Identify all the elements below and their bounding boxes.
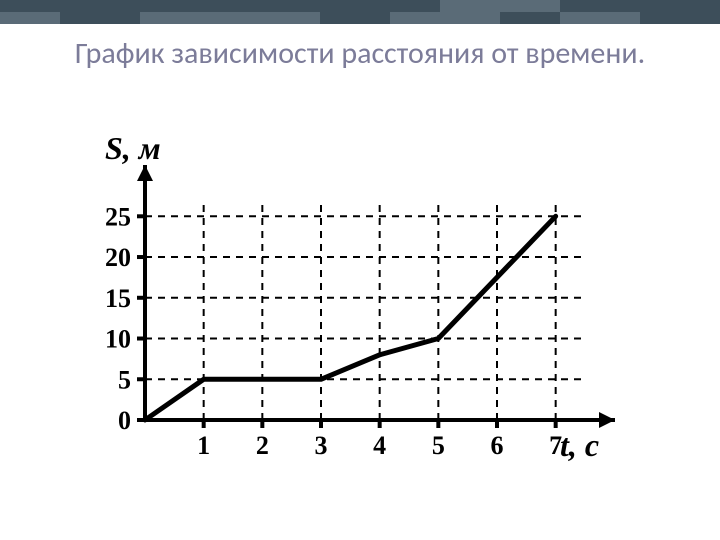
x-tick-label: 6	[491, 431, 504, 460]
slide: График зависимости расстояния от времени…	[0, 0, 720, 540]
y-tick-label: 5	[118, 365, 131, 394]
x-axis-arrow	[599, 412, 615, 428]
x-axis-label: t, c	[560, 427, 599, 463]
y-tick-label: 10	[105, 325, 131, 354]
x-tick-label: 4	[373, 431, 386, 460]
x-tick-label: 1	[197, 431, 210, 460]
x-tick-label: 5	[432, 431, 445, 460]
slide-title: График зависимости расстояния от времени…	[0, 36, 720, 72]
y-tick-label: 25	[105, 202, 131, 231]
x-tick-label: 2	[256, 431, 269, 460]
y-tick-label: 20	[105, 243, 131, 272]
x-tick-label: 3	[315, 431, 328, 460]
y-axis-arrow	[137, 165, 153, 181]
distance-time-chart: 12345670510152025S, мt, c	[60, 120, 660, 480]
decorative-top-strip	[0, 0, 720, 24]
y-axis-label: S, м	[105, 130, 161, 166]
y-tick-label: 0	[118, 406, 131, 435]
y-tick-label: 15	[105, 284, 131, 313]
data-line	[145, 216, 556, 420]
